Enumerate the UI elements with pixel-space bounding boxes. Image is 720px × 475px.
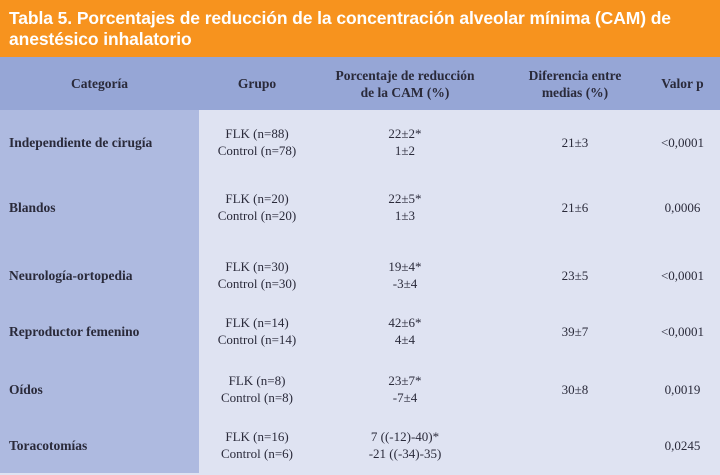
- header-valor-p: Valor p: [661, 76, 704, 91]
- cell-valor-p: <0,0001: [660, 323, 705, 339]
- cell-diferencia: 39±7: [561, 323, 589, 339]
- pct-flk: 22±2*: [388, 126, 422, 141]
- cell-porcentaje: 42±6* 4±4: [330, 301, 480, 361]
- cell-grupo: FLK (n=88) Control (n=78): [199, 112, 315, 172]
- cell-valor-p: <0,0001: [660, 267, 705, 283]
- cell-grupo: FLK (n=16) Control (n=6): [199, 415, 315, 475]
- grupo-control: Control (n=8): [221, 390, 293, 405]
- pct-control: -3±4: [392, 276, 418, 291]
- grupo-flk: FLK (n=20): [225, 191, 289, 206]
- cell-diferencia: [505, 415, 645, 475]
- cell-categoria: Blandos: [9, 199, 56, 215]
- cell-porcentaje: 22±2* 1±2: [330, 112, 480, 172]
- table-title-line-1: Tabla 5. Porcentajes de reducción de la …: [9, 8, 671, 28]
- grupo-flk: FLK (n=30): [225, 259, 289, 274]
- cell-valor-p: <0,0001: [660, 134, 705, 150]
- category-column-background: [0, 110, 199, 473]
- table-row: Independiente de cirugía FLK (n=88) Cont…: [0, 112, 720, 172]
- grupo-flk: FLK (n=8): [228, 373, 286, 388]
- table-row: Neurología-ortopedia FLK (n=30) Control …: [0, 245, 720, 305]
- pct-control: 4±4: [394, 332, 416, 347]
- cell-categoria: Neurología-ortopedia: [9, 267, 133, 283]
- cell-porcentaje: 22±5* 1±3: [330, 177, 480, 237]
- pct-control: 1±3: [394, 208, 416, 223]
- header-porcentaje-line-2: de la CAM (%): [360, 84, 450, 100]
- pct-flk: 42±6*: [388, 315, 422, 330]
- grupo-flk: FLK (n=14): [225, 315, 289, 330]
- header-diferencia: Diferencia entre medias (%): [505, 57, 645, 110]
- pct-flk: 23±7*: [388, 373, 422, 388]
- pct-flk: 19±4*: [388, 259, 422, 274]
- cell-valor-p: 0,0006: [664, 199, 701, 215]
- header-porcentaje: Porcentaje de reducción de la CAM (%): [330, 57, 480, 110]
- header-categoria: Categoría: [71, 76, 128, 91]
- pct-control: -21 ((-34)-35): [368, 446, 442, 461]
- cell-diferencia: 21±6: [561, 199, 589, 215]
- table-row: Toracotomías FLK (n=16) Control (n=6) 7 …: [0, 415, 720, 475]
- grupo-control: Control (n=20): [217, 208, 297, 223]
- cell-grupo: FLK (n=20) Control (n=20): [199, 177, 315, 237]
- cell-valor-p: 0,0245: [664, 437, 701, 453]
- cell-diferencia: 21±3: [561, 134, 589, 150]
- header-grupo: Grupo: [237, 76, 277, 91]
- header-diferencia-line-2: medias (%): [541, 84, 609, 100]
- cell-porcentaje: 23±7* -7±4: [330, 359, 480, 419]
- grupo-flk: FLK (n=88): [225, 126, 289, 141]
- table-header-row: Categoría Grupo Porcentaje de reducción …: [0, 57, 720, 110]
- grupo-flk: FLK (n=16): [225, 429, 289, 444]
- cell-porcentaje: 19±4* -3±4: [330, 245, 480, 305]
- cell-valor-p: 0,0019: [664, 381, 701, 397]
- table-row: Reproductor femenino FLK (n=14) Control …: [0, 301, 720, 361]
- cell-categoria: Oídos: [9, 381, 43, 397]
- grupo-control: Control (n=14): [217, 332, 297, 347]
- pct-control: 1±2: [394, 143, 416, 158]
- cell-categoria: Reproductor femenino: [9, 323, 140, 339]
- cell-categoria: Independiente de cirugía: [9, 134, 153, 150]
- header-porcentaje-line-1: Porcentaje de reducción: [335, 67, 475, 83]
- cell-grupo: FLK (n=14) Control (n=14): [199, 301, 315, 361]
- table-row: Oídos FLK (n=8) Control (n=8) 23±7* -7±4…: [0, 359, 720, 419]
- table-row: Blandos FLK (n=20) Control (n=20) 22±5* …: [0, 177, 720, 237]
- cell-grupo: FLK (n=8) Control (n=8): [199, 359, 315, 419]
- table-title-line-2: anestésico inhalatorio: [9, 29, 192, 49]
- table-title: Tabla 5. Porcentajes de reducción de la …: [0, 0, 720, 57]
- pct-control: -7±4: [392, 390, 418, 405]
- grupo-control: Control (n=30): [217, 276, 297, 291]
- pct-flk: 22±5*: [388, 191, 422, 206]
- cell-diferencia: 30±8: [561, 381, 589, 397]
- header-diferencia-line-1: Diferencia entre: [528, 67, 622, 83]
- grupo-control: Control (n=6): [221, 446, 293, 461]
- grupo-control: Control (n=78): [217, 143, 297, 158]
- cell-categoria: Toracotomías: [9, 437, 88, 453]
- pct-flk: 7 ((-12)-40)*: [370, 429, 440, 444]
- cell-grupo: FLK (n=30) Control (n=30): [199, 245, 315, 305]
- cell-diferencia: 23±5: [561, 267, 589, 283]
- cell-porcentaje: 7 ((-12)-40)* -21 ((-34)-35): [330, 415, 480, 475]
